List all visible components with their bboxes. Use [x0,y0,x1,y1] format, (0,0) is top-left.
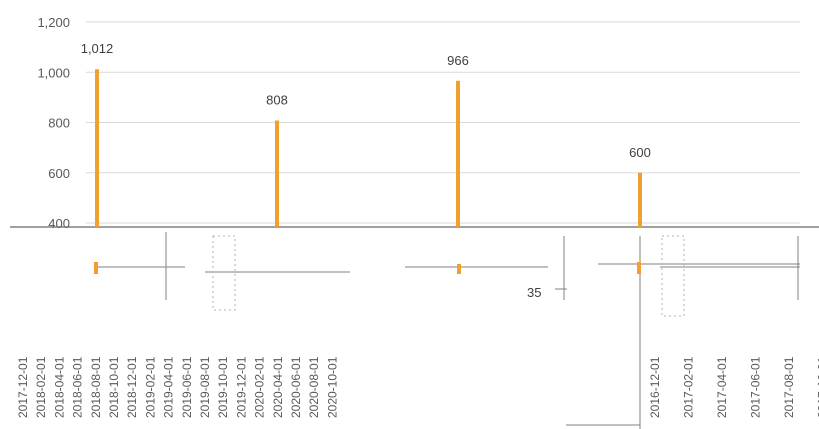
x-tick-label: 2019-08-01 [198,356,212,418]
bars [95,69,642,227]
y-tick-label: 1,000 [37,65,70,80]
x-tick-label: 2019-12-01 [234,356,248,418]
x-tick-label: 2020-02-01 [253,356,267,418]
x-tick-label: 2018-10-01 [107,356,121,418]
x-tick-label: 2019-06-01 [180,356,194,418]
y-tick-label: 400 [48,216,70,231]
bar [95,69,99,227]
render-artifacts [0,226,819,429]
gridlines [86,21,800,224]
x-tick-label: 2017-12-01 [16,356,30,418]
y-tick-label: 600 [48,166,70,181]
bar [456,80,460,227]
x-tick-label: 2017-04-01 [715,356,729,418]
y-tick-label: 1,200 [37,15,70,30]
x-tick-label: 2017-06-01 [749,356,763,418]
data-label: 600 [629,145,651,160]
x-tick-label: 2018-04-01 [52,356,66,418]
data-labels: 1,012 808 966 600 [81,41,651,160]
x-tick-label: 2019-04-01 [162,356,176,418]
y-tick-label: 800 [48,116,70,131]
data-label: 808 [266,92,288,107]
x-tick-label: 2017-08-01 [782,356,796,418]
x-tick-label: 2018-08-01 [89,356,103,418]
x-tick-label: 2020-10-01 [325,356,339,418]
x-tick-label: 2020-04-01 [271,356,285,418]
x-tick-label: 2019-10-01 [216,356,230,418]
fragment-labels: 35 [527,285,541,300]
x-tick-label: 2017-02-01 [682,356,696,418]
bar [275,120,279,227]
x-axis-tick-labels: 2017-12-01 2018-02-01 2018-04-01 2018-06-01… [16,356,819,418]
x-tick-label: 2019-02-01 [143,356,157,418]
bar [638,172,642,227]
x-tick-label: 2017-10-01 [816,356,819,418]
data-label: 1,012 [81,41,114,56]
fragment-label: 35 [527,285,541,300]
y-axis-tick-labels: 1,200 1,000 800 600 400 [37,15,70,231]
x-tick-label: 2016-12-01 [648,356,662,418]
data-label: 966 [447,53,469,68]
x-tick-label: 2018-06-01 [71,356,85,418]
x-tick-label: 2018-12-01 [125,356,139,418]
x-tick-label: 2018-02-01 [34,356,48,418]
x-tick-label: 2020-06-01 [289,356,303,418]
x-tick-label: 2020-08-01 [307,356,321,418]
